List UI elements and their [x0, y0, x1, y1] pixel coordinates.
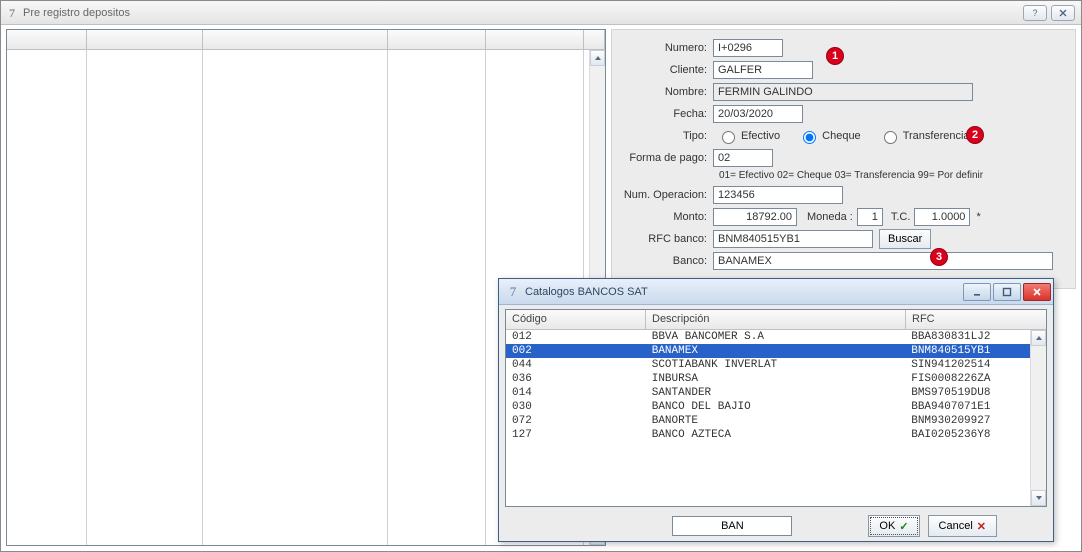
label-fecha: Fecha:	[618, 108, 713, 120]
moneda-field[interactable]	[857, 208, 883, 226]
cell-descripcion: BANCO AZTECA	[646, 428, 906, 442]
cell-codigo: 030	[506, 400, 646, 414]
label-moneda: Moneda :	[807, 211, 853, 223]
banks-table-header[interactable]: Código Descripción RFC	[506, 310, 1046, 330]
cell-codigo: 072	[506, 414, 646, 428]
cell-codigo: 127	[506, 428, 646, 442]
cancel-button[interactable]: Cancel✕	[928, 515, 997, 537]
table-row[interactable]: 036INBURSAFIS0008226ZA	[506, 372, 1030, 386]
label-forma-pago: Forma de pago:	[618, 152, 713, 164]
label-num-operacion: Num. Operacion:	[618, 189, 713, 201]
badge-3: 3	[930, 248, 948, 266]
cell-rfc: SIN941202514	[905, 358, 1030, 372]
help-button[interactable]: ?	[1023, 5, 1047, 21]
deposit-form: Numero: Cliente: Nombre: Fecha: Tipo: Ef…	[611, 29, 1076, 289]
check-icon: ✓	[899, 520, 908, 533]
cell-descripcion: BANAMEX	[646, 344, 906, 358]
dialog-scrollbar[interactable]	[1030, 330, 1046, 506]
close-button[interactable]	[1051, 5, 1075, 21]
monto-field[interactable]	[713, 208, 797, 226]
label-cliente: Cliente:	[618, 64, 713, 76]
label-banco: Banco:	[618, 255, 713, 267]
rfc-banco-field[interactable]	[713, 230, 873, 248]
dialog-title: Catalogos BANCOS SAT	[525, 286, 961, 298]
radio-efectivo[interactable]: Efectivo	[717, 128, 780, 144]
label-rfc-banco: RFC banco:	[618, 233, 713, 245]
table-row[interactable]: 044SCOTIABANK INVERLATSIN941202514	[506, 358, 1030, 372]
dialog-titlebar[interactable]: 7 Catalogos BANCOS SAT	[499, 279, 1053, 305]
label-nombre: Nombre:	[618, 86, 713, 98]
app-icon: 7	[5, 6, 19, 20]
table-row[interactable]: 127BANCO AZTECABAI0205236Y8	[506, 428, 1030, 442]
cell-descripcion: SANTANDER	[646, 386, 906, 400]
grid-header[interactable]	[7, 30, 605, 50]
cell-rfc: BBA9407071E1	[905, 400, 1030, 414]
cell-codigo: 044	[506, 358, 646, 372]
tc-field[interactable]	[914, 208, 970, 226]
forma-pago-field[interactable]	[713, 149, 773, 167]
cell-rfc: BNM840515YB1	[905, 344, 1030, 358]
outer-window-title: Pre registro depositos	[23, 7, 1019, 19]
dialog-minimize-button[interactable]	[963, 283, 991, 301]
forma-pago-hint: 01= Efectivo 02= Cheque 03= Transferenci…	[719, 170, 1069, 181]
banks-table: Código Descripción RFC 012BBVA BANCOMER …	[505, 309, 1047, 507]
scroll-down-icon[interactable]	[1031, 490, 1046, 506]
cell-rfc: FIS0008226ZA	[905, 372, 1030, 386]
table-row[interactable]: 072BANORTEBNM930209927	[506, 414, 1030, 428]
label-tipo: Tipo:	[618, 130, 713, 142]
cliente-field[interactable]	[713, 61, 813, 79]
cell-codigo: 014	[506, 386, 646, 400]
banks-table-body[interactable]: 012BBVA BANCOMER S.ABBA830831LJ2002BANAM…	[506, 330, 1030, 506]
dialog-app-icon: 7	[505, 284, 521, 300]
radio-cheque[interactable]: Cheque	[798, 128, 861, 144]
cell-descripcion: SCOTIABANK INVERLAT	[646, 358, 906, 372]
cell-descripcion: INBURSA	[646, 372, 906, 386]
dialog-close-button[interactable]	[1023, 283, 1051, 301]
badge-2: 2	[966, 126, 984, 144]
table-row[interactable]: 012BBVA BANCOMER S.ABBA830831LJ2	[506, 330, 1030, 344]
table-row[interactable]: 014SANTANDERBMS970519DU8	[506, 386, 1030, 400]
banco-field[interactable]	[713, 252, 1053, 270]
cell-rfc: BNM930209927	[905, 414, 1030, 428]
label-monto: Monto:	[618, 211, 713, 223]
dialog-footer: OK✓ Cancel✕	[499, 511, 1053, 541]
buscar-button[interactable]: Buscar	[879, 229, 931, 249]
outer-titlebar[interactable]: 7 Pre registro depositos ?	[1, 1, 1081, 25]
cell-rfc: BMS970519DU8	[905, 386, 1030, 400]
dialog-maximize-button[interactable]	[993, 283, 1021, 301]
dialog-catalogos-bancos-sat: 7 Catalogos BANCOS SAT Código Descripció…	[498, 278, 1054, 542]
badge-1: 1	[826, 47, 844, 65]
fecha-field[interactable]	[713, 105, 803, 123]
num-operacion-field[interactable]	[713, 186, 843, 204]
col-descripcion[interactable]: Descripción	[646, 310, 906, 329]
label-tc: T.C.	[891, 211, 911, 223]
tc-asterisk: *	[976, 211, 980, 223]
cell-codigo: 012	[506, 330, 646, 344]
radio-transferencia[interactable]: Transferencia	[879, 128, 970, 144]
svg-text:?: ?	[1032, 8, 1037, 18]
cell-rfc: BBA830831LJ2	[905, 330, 1030, 344]
cell-codigo: 036	[506, 372, 646, 386]
x-icon: ✕	[977, 520, 986, 533]
table-row[interactable]: 030BANCO DEL BAJIOBBA9407071E1	[506, 400, 1030, 414]
filter-input[interactable]	[672, 516, 792, 536]
ok-button[interactable]: OK✓	[868, 515, 919, 537]
numero-field[interactable]	[713, 39, 783, 57]
col-rfc[interactable]: RFC	[906, 310, 1014, 329]
cell-descripcion: BANCO DEL BAJIO	[646, 400, 906, 414]
cell-codigo: 002	[506, 344, 646, 358]
scroll-up-icon[interactable]	[590, 50, 605, 66]
table-row[interactable]: 002BANAMEXBNM840515YB1	[506, 344, 1030, 358]
label-numero: Numero:	[618, 42, 713, 54]
scroll-up-icon[interactable]	[1031, 330, 1046, 346]
cell-descripcion: BBVA BANCOMER S.A	[646, 330, 906, 344]
col-codigo[interactable]: Código	[506, 310, 646, 329]
cell-descripcion: BANORTE	[646, 414, 906, 428]
cell-rfc: BAI0205236Y8	[905, 428, 1030, 442]
nombre-field	[713, 83, 973, 101]
